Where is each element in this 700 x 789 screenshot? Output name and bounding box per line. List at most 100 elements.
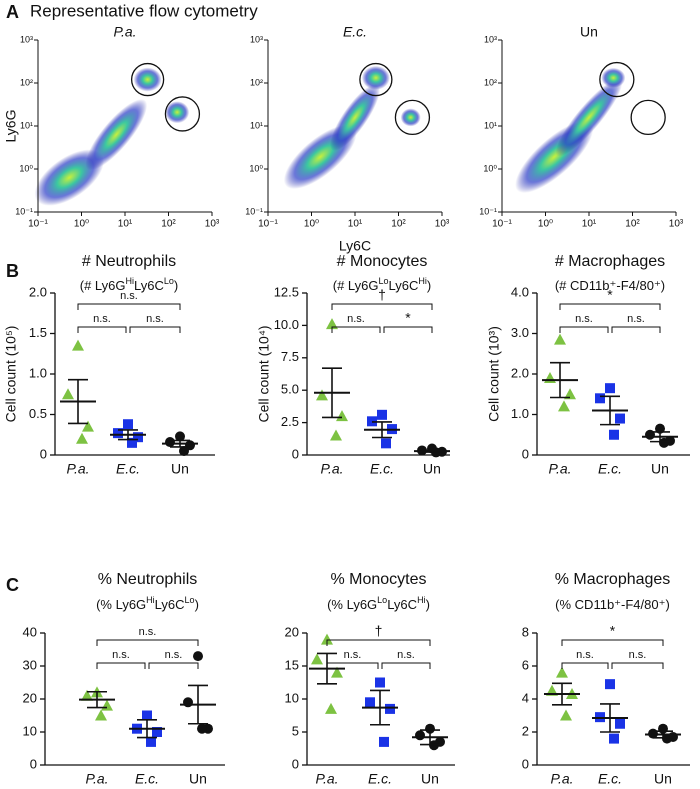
gate — [630, 99, 666, 136]
y-tick-label: 5 — [292, 723, 299, 738]
x-tick-label: 10³ — [669, 219, 684, 230]
y-tick-label: 4 — [522, 690, 529, 705]
chart-subtitle: (# CD11b⁺-F4/80⁺) — [555, 278, 665, 293]
density-cloud — [165, 101, 190, 124]
x-tick-label: Un — [423, 461, 441, 477]
significance-bracket — [77, 303, 181, 310]
data-point — [375, 677, 385, 688]
subtitle-part: ) — [427, 278, 431, 293]
x-tick-label: Un — [421, 771, 439, 787]
significance-label: n.s. — [93, 313, 111, 325]
x-tick-label: 10² — [391, 219, 406, 230]
data-point — [331, 666, 343, 678]
x-axis-label: Ly6C — [339, 238, 371, 254]
x-tick-label: E.c. — [370, 461, 394, 477]
density-cloud — [555, 78, 623, 157]
data-point — [659, 437, 669, 448]
data-point — [365, 697, 375, 708]
y-tick-label: 10³ — [250, 34, 263, 44]
x-tick-label: 10³ — [205, 219, 220, 230]
y-tick-label: 10² — [250, 77, 263, 87]
y-tick-label: 10² — [484, 77, 497, 87]
y-tick-label: 0 — [292, 756, 299, 771]
data-point — [175, 431, 185, 442]
y-tick-label: 2.0 — [511, 365, 529, 380]
subtitle-part: ) — [195, 597, 199, 612]
x-tick-label: 10⁰ — [74, 219, 89, 230]
y-tick-label: 10⁻¹ — [479, 206, 497, 216]
significance-bracket — [96, 639, 199, 646]
y-tick-label: 40 — [23, 624, 37, 639]
y-axis-label: Ly6G — [3, 110, 19, 143]
subtitle-part: Lo — [164, 276, 174, 286]
density-cloud — [85, 98, 148, 171]
significance-bracket — [326, 639, 431, 646]
subtitle-part: ) — [426, 597, 430, 612]
x-tick-label: 10⁰ — [304, 219, 319, 230]
data-point — [123, 419, 133, 430]
significance-bracket — [611, 662, 664, 669]
data-point — [556, 666, 568, 678]
y-tick-label: 0 — [522, 446, 529, 461]
x-tick-label: E.c. — [116, 461, 140, 477]
data-point — [82, 420, 94, 432]
x-tick-label: E.c. — [598, 461, 622, 477]
data-point — [336, 410, 348, 422]
subtitle-part: ) — [174, 278, 178, 293]
y-tick-label: 3.0 — [511, 325, 529, 340]
data-point — [197, 723, 207, 734]
y-tick-label: 10³ — [20, 34, 33, 44]
significance-bracket — [561, 639, 664, 646]
data-point — [142, 710, 152, 721]
panel-label: B — [6, 261, 19, 281]
data-point — [609, 429, 619, 440]
data-point — [183, 697, 193, 708]
y-tick-label: 6 — [522, 657, 529, 672]
significance-label: † — [378, 287, 386, 303]
x-tick-label: 10⁻¹ — [28, 219, 48, 230]
y-tick-label: 0 — [292, 446, 299, 461]
chart-title: % Neutrophils — [98, 571, 198, 588]
significance-label: n.s. — [165, 649, 183, 661]
y-tick-label: 20 — [285, 624, 299, 639]
y-tick-label: 20 — [23, 690, 37, 705]
data-point — [72, 339, 84, 351]
data-point — [615, 718, 625, 729]
subtitle-part: Lo — [185, 595, 195, 605]
data-point — [321, 633, 333, 645]
chart-subtitle: (# Ly6GLoLy6CHi) — [333, 276, 432, 293]
data-point — [385, 703, 395, 714]
data-point — [193, 651, 203, 662]
y-tick-label: 10 — [23, 723, 37, 738]
chart-title: % Monocytes — [330, 571, 426, 588]
y-tick-label: 0 — [30, 756, 37, 771]
significance-label: n.s. — [146, 313, 164, 325]
data-point — [554, 333, 566, 345]
significance-label: n.s. — [347, 313, 365, 325]
y-tick-label: 1.0 — [511, 406, 529, 421]
data-point — [544, 372, 556, 384]
data-point — [113, 428, 123, 439]
y-axis-label: Cell count (10⁴) — [256, 325, 272, 422]
data-point — [560, 709, 572, 721]
significance-bracket — [96, 662, 146, 669]
significance-bracket — [381, 662, 431, 669]
data-point — [558, 400, 570, 412]
data-point — [76, 432, 88, 444]
y-tick-label: 0 — [522, 756, 529, 771]
data-point — [330, 429, 342, 441]
subtitle-part: Hi — [417, 595, 426, 605]
subtitle-part: Lo — [377, 595, 387, 605]
subtitle-part: Lo — [379, 276, 389, 286]
data-point — [152, 727, 162, 737]
y-tick-label: 2.0 — [29, 284, 47, 299]
x-tick-label: 10² — [625, 219, 640, 230]
subtitle-part: Ly6C — [134, 278, 164, 293]
significance-label: n.s. — [575, 313, 593, 325]
y-tick-label: 0.5 — [29, 406, 47, 421]
significance-label: * — [607, 287, 613, 303]
significance-label: n.s. — [112, 649, 130, 661]
y-tick-label: 12.5 — [274, 284, 299, 299]
y-tick-label: 10⁻¹ — [245, 206, 263, 216]
x-tick-label: 10¹ — [348, 219, 363, 230]
